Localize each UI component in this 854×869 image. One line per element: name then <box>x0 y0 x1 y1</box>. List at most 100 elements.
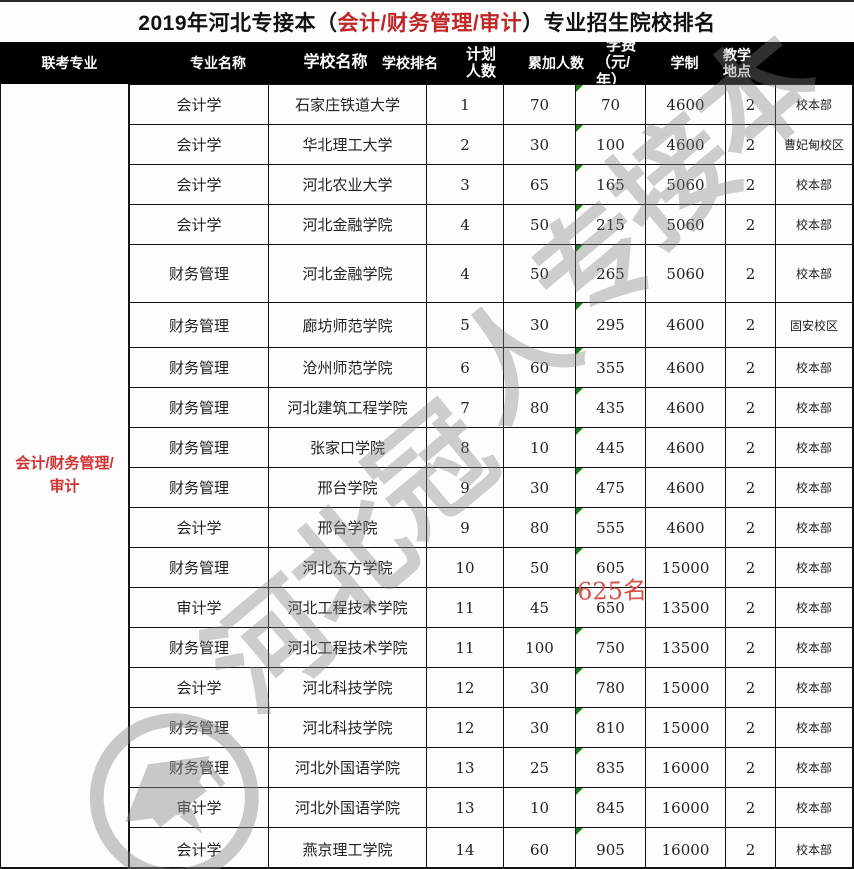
green-corner-triangle-icon <box>576 348 583 355</box>
column-header-line1: 学制 <box>670 54 699 71</box>
cell-tuition: 4600 <box>645 124 726 165</box>
cell-tuition: 5060 <box>645 164 726 205</box>
cell-school-rank: 1 <box>426 84 504 125</box>
cell-teaching-location: 校本部 <box>775 347 853 388</box>
cell-planned-count: 30 <box>503 667 576 708</box>
cumulative-value: 905 <box>596 840 625 859</box>
cumulative-value: 555 <box>596 518 625 537</box>
table-row: 会计学 石家庄铁道大学 1 70 70 4600 2 校本部 <box>129 84 853 125</box>
green-corner-triangle-icon <box>576 508 583 515</box>
cell-study-years: 2 <box>725 467 776 508</box>
cell-planned-count: 10 <box>503 427 576 468</box>
cell-tuition: 16000 <box>645 787 726 828</box>
cell-tuition: 16000 <box>645 827 726 869</box>
cell-school-name: 河北建筑工程学院 <box>268 387 427 428</box>
cell-school-name: 河北外国语学院 <box>268 787 427 828</box>
column-header-line1: 学校排名 <box>382 54 438 71</box>
cumulative-value: 355 <box>596 358 625 377</box>
column-header: 联考专业 <box>0 42 139 84</box>
cell-school-name: 燕京理工学院 <box>268 827 427 869</box>
cell-tuition: 13500 <box>645 587 726 628</box>
cell-teaching-location: 校本部 <box>775 747 853 788</box>
cumulative-value: 295 <box>596 316 625 334</box>
cell-school-name: 邢台学院 <box>268 467 427 508</box>
cell-tuition: 4600 <box>645 467 726 508</box>
column-header-line1: 学校名称 <box>303 53 368 71</box>
cell-teaching-location: 校本部 <box>775 587 853 628</box>
table-row: 财务管理 河北东方学院 10 50 605 15000 2 校本部 <box>129 547 853 588</box>
cell-major-name: 审计学 <box>129 787 269 828</box>
cell-study-years: 2 <box>725 667 776 708</box>
column-header-line1: 联考专业 <box>41 54 98 71</box>
cell-major-name: 财务管理 <box>129 707 269 748</box>
title-prefix: 2019年河北专接本（ <box>138 12 338 35</box>
cell-major-name: 财务管理 <box>129 244 269 303</box>
table-row: 会计学 河北金融学院 4 50 215 5060 2 校本部 <box>129 204 853 245</box>
cell-tuition: 15000 <box>645 547 726 588</box>
cell-study-years: 2 <box>725 244 776 303</box>
green-corner-triangle-icon <box>576 205 583 212</box>
column-header: 学制 <box>646 42 723 84</box>
cell-tuition: 5060 <box>645 204 726 245</box>
cell-teaching-location: 校本部 <box>775 507 853 548</box>
cell-planned-count: 80 <box>503 507 576 548</box>
cumulative-value: 165 <box>596 175 625 194</box>
cumulative-value: 435 <box>596 398 625 417</box>
cumulative-value: 835 <box>596 758 625 777</box>
table-row: 会计学 河北科技学院 12 30 780 15000 2 校本部 <box>129 667 853 708</box>
cell-major-name: 财务管理 <box>129 467 269 508</box>
cell-planned-count: 50 <box>503 547 576 588</box>
cell-cumulative-count: 265 <box>575 244 646 303</box>
green-corner-triangle-icon <box>576 748 583 755</box>
cell-planned-count: 30 <box>503 124 576 165</box>
cell-teaching-location: 曹妃甸校区 <box>775 124 853 165</box>
cell-school-name: 河北金融学院 <box>268 204 427 245</box>
column-header: 教学 地点 <box>723 42 751 84</box>
table-row: 会计学 华北理工大学 2 30 100 4600 2 曹妃甸校区 <box>129 124 853 165</box>
cell-study-years: 2 <box>725 627 776 668</box>
cell-planned-count: 60 <box>503 827 576 869</box>
cell-teaching-location: 校本部 <box>775 467 853 508</box>
cell-major-name: 会计学 <box>129 204 269 245</box>
table-row: 财务管理 廊坊师范学院 5 30 295 4600 2 固安校区 <box>129 302 853 348</box>
cell-teaching-location: 校本部 <box>775 244 853 303</box>
cell-teaching-location: 校本部 <box>775 667 853 708</box>
cell-cumulative-count: 845 <box>575 787 646 828</box>
column-header: 专业名称 <box>139 42 297 84</box>
table-body: 会计/财务管理/ 审计 会计学 石家庄铁道大学 1 70 <box>0 84 854 869</box>
cell-study-years: 2 <box>725 547 776 588</box>
cell-major-name: 会计学 <box>129 827 269 869</box>
table-row: 财务管理 河北建筑工程学院 7 80 435 4600 2 校本部 <box>129 387 853 428</box>
green-corner-triangle-icon <box>576 588 583 595</box>
table-row: 审计学 河北外国语学院 13 10 845 16000 2 校本部 <box>129 787 853 828</box>
cell-planned-count: 65 <box>503 164 576 205</box>
table-row: 财务管理 邢台学院 9 30 475 4600 2 校本部 <box>129 467 853 508</box>
green-corner-triangle-icon <box>576 548 583 555</box>
cell-teaching-location: 校本部 <box>775 707 853 748</box>
cell-school-rank: 4 <box>426 204 504 245</box>
cell-tuition: 13500 <box>645 627 726 668</box>
cell-cumulative-count: 355 <box>575 347 646 388</box>
green-corner-triangle-icon <box>576 788 583 795</box>
linked-exam-category-cell: 会计/财务管理/ 审计 <box>1 84 129 867</box>
cell-tuition: 4600 <box>645 387 726 428</box>
cell-teaching-location: 校本部 <box>775 164 853 205</box>
cell-school-name: 邢台学院 <box>268 507 427 548</box>
cell-school-rank: 13 <box>426 747 504 788</box>
cell-major-name: 会计学 <box>129 84 269 125</box>
cell-cumulative-count: 650 <box>575 587 646 628</box>
cell-school-name: 河北农业大学 <box>268 164 427 205</box>
green-corner-triangle-icon <box>576 828 583 835</box>
cell-school-rank: 11 <box>426 627 504 668</box>
cell-school-rank: 9 <box>426 467 504 508</box>
cell-study-years: 2 <box>725 84 776 125</box>
column-header: 学费 （元/年） <box>596 37 646 89</box>
cell-study-years: 2 <box>725 827 776 869</box>
column-header-line2: 人数 <box>465 63 496 80</box>
table-row: 财务管理 河北金融学院 4 50 265 5060 2 校本部 <box>129 244 853 303</box>
cell-school-rank: 5 <box>426 302 504 348</box>
cell-school-name: 河北工程技术学院 <box>268 587 427 628</box>
green-corner-triangle-icon <box>576 245 583 252</box>
ranking-table: 会计学 石家庄铁道大学 1 70 70 4600 2 校本部 <box>129 84 853 869</box>
